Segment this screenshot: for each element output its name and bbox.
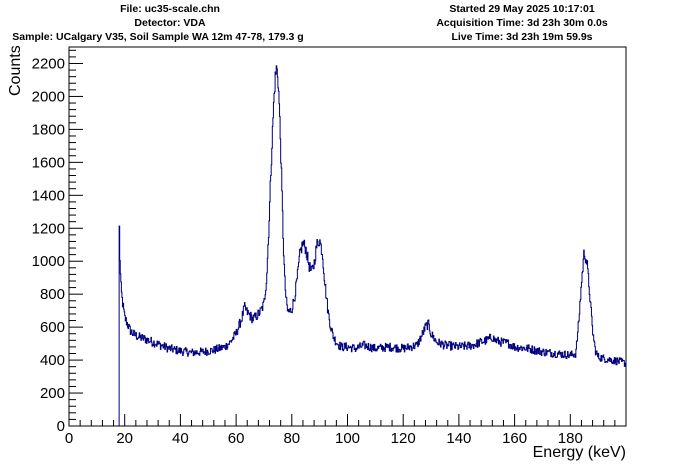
x-tick-label: 60 [228, 430, 245, 447]
x-tick-label: 20 [116, 430, 133, 447]
y-tick-label: 0 [57, 418, 65, 435]
x-axis-title: Energy (keV) [533, 444, 626, 461]
x-tick-label: 0 [65, 430, 73, 447]
y-axis-title: Counts [7, 45, 24, 96]
x-tick-label: 100 [335, 430, 360, 447]
x-tick-label: 140 [446, 430, 471, 447]
x-tick-label: 120 [391, 430, 416, 447]
x-tick-label: 180 [558, 430, 583, 447]
y-tick-label: 600 [40, 319, 65, 336]
sample-label: Sample: UCalgary V35, Soil Sample WA 12m… [12, 31, 304, 43]
y-tick-label: 400 [40, 352, 65, 369]
y-tick-label: 1600 [32, 154, 65, 171]
y-tick-label: 1400 [32, 187, 65, 204]
spectrum-series [118, 65, 627, 426]
plot-frame [68, 46, 627, 427]
y-tick-label: 800 [40, 286, 65, 303]
y-tick-labels: 0 200 400 600 800 1000 1200 1400 1600 1800 2000 220… [32, 55, 65, 435]
y-tick-label: 1200 [32, 220, 65, 237]
x-tick-labels: 0 20 40 60 80 100 120 140 160 180 [65, 430, 583, 447]
y-tick-label: 2000 [32, 88, 65, 105]
detector-label: Detector: VDA [134, 17, 206, 29]
y-tick-label: 1000 [32, 253, 65, 270]
y-tick-label: 200 [40, 385, 65, 402]
x-tick-label: 160 [502, 430, 527, 447]
started-label: Started 29 May 2025 10:17:01 [449, 3, 595, 15]
file-label: File: uc35-scale.chn [120, 3, 220, 15]
acquisition-time-label: Acquisition Time: 3d 23h 30m 0.0s [436, 17, 608, 29]
live-time-label: Live Time: 3d 23h 19m 59.9s [451, 31, 593, 43]
x-tick-label: 40 [172, 430, 189, 447]
y-tick-label: 1800 [32, 121, 65, 138]
x-tick-label: 80 [283, 430, 300, 447]
axis-ticks [68, 49, 627, 427]
y-tick-label: 2200 [32, 55, 65, 72]
